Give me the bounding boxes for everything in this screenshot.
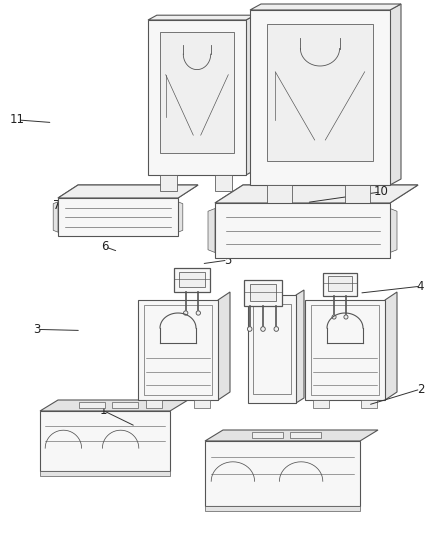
Polygon shape [215, 203, 390, 258]
Ellipse shape [274, 327, 279, 332]
Polygon shape [40, 411, 170, 471]
Polygon shape [79, 402, 105, 408]
Polygon shape [390, 4, 401, 185]
Polygon shape [296, 290, 304, 403]
Text: 12: 12 [374, 72, 389, 85]
Polygon shape [290, 432, 321, 438]
Polygon shape [112, 402, 138, 408]
Polygon shape [148, 15, 255, 20]
Polygon shape [215, 185, 418, 203]
Ellipse shape [344, 315, 348, 319]
Polygon shape [323, 273, 357, 296]
Polygon shape [328, 277, 352, 292]
Polygon shape [148, 20, 246, 175]
Polygon shape [40, 471, 170, 476]
Polygon shape [267, 24, 373, 160]
Polygon shape [305, 300, 385, 400]
Polygon shape [215, 185, 418, 203]
Polygon shape [205, 441, 360, 506]
Text: 7: 7 [53, 199, 61, 212]
Polygon shape [208, 208, 215, 253]
Polygon shape [250, 284, 276, 301]
Text: 1: 1 [99, 404, 107, 417]
Polygon shape [53, 202, 58, 232]
Polygon shape [138, 300, 218, 400]
Text: 4: 4 [417, 280, 424, 293]
Polygon shape [160, 175, 177, 190]
Polygon shape [218, 292, 230, 400]
Polygon shape [267, 185, 292, 203]
Text: 11: 11 [10, 114, 25, 126]
Polygon shape [345, 185, 371, 203]
Polygon shape [244, 280, 282, 306]
Text: 8: 8 [152, 138, 159, 150]
Polygon shape [178, 202, 183, 232]
Polygon shape [205, 506, 360, 511]
Polygon shape [250, 10, 390, 185]
Polygon shape [361, 400, 377, 408]
Polygon shape [251, 432, 283, 438]
Text: 6: 6 [276, 233, 284, 246]
Text: 6: 6 [101, 240, 109, 253]
Polygon shape [246, 15, 255, 175]
Text: 5: 5 [224, 254, 231, 266]
Text: 3: 3 [34, 323, 41, 336]
Polygon shape [215, 175, 232, 190]
Polygon shape [205, 430, 378, 441]
Polygon shape [174, 268, 210, 292]
Polygon shape [390, 208, 397, 253]
Polygon shape [385, 292, 397, 400]
Polygon shape [40, 400, 188, 411]
Polygon shape [58, 185, 198, 198]
Ellipse shape [332, 315, 336, 319]
Text: 10: 10 [374, 185, 389, 198]
Polygon shape [250, 4, 401, 10]
Polygon shape [313, 400, 329, 408]
Polygon shape [248, 295, 296, 403]
Ellipse shape [184, 311, 188, 315]
Polygon shape [160, 33, 234, 154]
Ellipse shape [247, 327, 252, 332]
Polygon shape [194, 400, 210, 408]
Polygon shape [146, 400, 162, 408]
Polygon shape [58, 198, 178, 236]
Text: 2: 2 [417, 383, 424, 395]
Ellipse shape [261, 327, 265, 332]
Polygon shape [180, 272, 205, 287]
Polygon shape [58, 185, 198, 198]
Ellipse shape [196, 311, 201, 315]
